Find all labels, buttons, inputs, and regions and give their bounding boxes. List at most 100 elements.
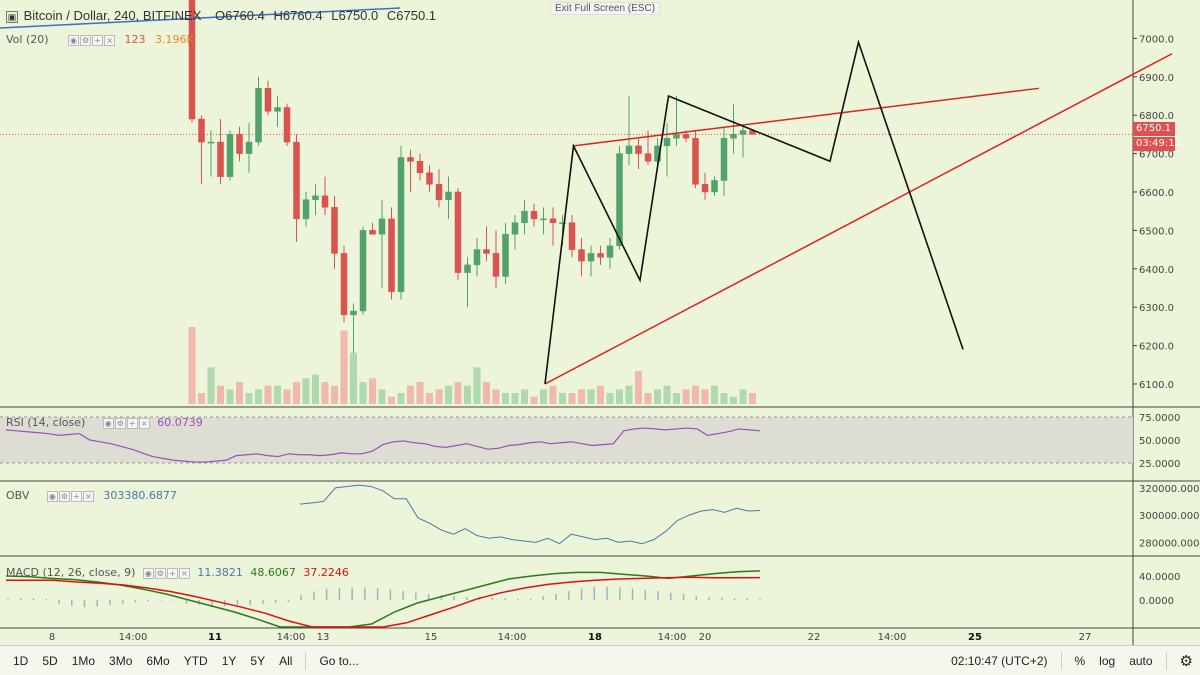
legend-settings-icon[interactable]: ⚙ — [80, 34, 92, 46]
volume-bar — [711, 385, 718, 404]
time-tick-label: 27 — [1079, 632, 1092, 643]
range-3mo-button[interactable]: 3Mo — [109, 653, 133, 668]
volume-bar — [473, 367, 481, 404]
candle-body — [644, 153, 652, 162]
volume-bar — [521, 389, 528, 404]
volume-bar — [749, 393, 756, 404]
obv-axis-280k: 280000.0000 — [1139, 538, 1200, 549]
candle-body — [606, 245, 614, 258]
legend-close-icon[interactable]: × — [178, 567, 190, 579]
range-5d-button[interactable]: 5D — [42, 653, 58, 668]
volume-bar — [359, 382, 367, 404]
candle-body — [492, 253, 500, 277]
volume-bar — [739, 389, 747, 404]
time-tick-label: 14:00 — [498, 632, 527, 643]
range-all-button[interactable]: All — [279, 653, 293, 668]
macd-axis-40: 40.0000 — [1139, 572, 1180, 583]
candle-body — [502, 233, 509, 277]
volume-bar — [369, 378, 376, 404]
volume-bar — [625, 385, 633, 404]
collapse-icon[interactable]: ▣ — [6, 10, 18, 23]
volume-bar — [283, 389, 291, 404]
legend-close-icon[interactable]: × — [104, 34, 116, 46]
macd-signal-value: 48.6067 — [250, 566, 296, 579]
candle-body — [654, 145, 661, 162]
volume-bar — [502, 393, 509, 404]
candle-body — [255, 88, 262, 143]
volume-bar — [388, 396, 395, 404]
price-tick-label: 6100.0 — [1139, 380, 1174, 391]
volume-legend: Vol (20) ◉ ⚙ + × 123 3.196K — [6, 33, 194, 46]
percent-scale-button[interactable]: % — [1074, 653, 1086, 668]
volume-bar — [692, 385, 699, 404]
obv-label: OBV — [6, 489, 30, 502]
ohlc-low: L6750.0 — [331, 8, 379, 23]
volume-bar — [321, 382, 329, 404]
candle-body — [226, 134, 234, 177]
trendline-upper — [573, 87, 1040, 147]
volume-bar — [559, 393, 566, 404]
price-tick-label: 6500.0 — [1139, 226, 1174, 237]
goto-button[interactable]: Go to... — [319, 653, 359, 668]
legend-eye-icon[interactable]: ◉ — [68, 34, 80, 46]
macd-hist-value: 37.2246 — [303, 566, 349, 579]
legend-add-icon[interactable]: + — [126, 417, 138, 429]
candle-body — [188, 0, 196, 120]
log-scale-button[interactable]: log — [1099, 653, 1116, 668]
legend-eye-icon[interactable]: ◉ — [142, 567, 154, 579]
candle-body — [673, 134, 680, 139]
range-1d-button[interactable]: 1D — [13, 653, 29, 668]
range-1y-button[interactable]: 1Y — [221, 653, 237, 668]
legend-add-icon[interactable]: + — [92, 34, 104, 46]
range-1mo-button[interactable]: 1Mo — [71, 653, 96, 668]
candle-body — [663, 137, 671, 147]
legend-eye-icon[interactable]: ◉ — [46, 490, 58, 502]
candle-body — [397, 157, 405, 293]
settings-gear-icon[interactable]: ⚙ — [1179, 652, 1193, 670]
pattern-zigzag — [544, 39, 964, 385]
volume-bar — [492, 389, 500, 404]
candle-body — [264, 88, 272, 112]
legend-close-icon[interactable]: × — [138, 417, 150, 429]
obv-value: 303380.6877 — [103, 489, 177, 502]
range-5y-button[interactable]: 5Y — [250, 653, 266, 668]
candle-body — [711, 180, 718, 193]
candle-body — [511, 222, 519, 235]
last-price-value: 6750.1 — [1136, 123, 1171, 134]
legend-add-icon[interactable]: + — [166, 567, 178, 579]
toolbar-divider — [1165, 651, 1167, 670]
legend-settings-icon[interactable]: ⚙ — [114, 417, 126, 429]
volume-bar — [701, 389, 709, 404]
obv-legend: OBV ◉ ⚙ + × 303380.6877 — [6, 489, 177, 502]
time-tick-label: 25 — [968, 632, 982, 643]
legend-settings-icon[interactable]: ⚙ — [154, 567, 166, 579]
timezone-clock[interactable]: 02:10:47 (UTC+2) — [951, 653, 1048, 668]
legend-close-icon[interactable]: × — [82, 490, 94, 502]
candle-body — [426, 172, 433, 185]
volume-bar — [549, 385, 557, 404]
exit-fullscreen-button[interactable]: Exit Full Screen (ESC) — [550, 2, 661, 15]
volume-value: 123 — [124, 33, 146, 46]
rsi-band — [0, 417, 1133, 463]
candle-body — [321, 195, 329, 208]
volume-bar — [274, 385, 281, 404]
candle-body — [302, 199, 310, 220]
obv-axis-300k: 300000.0000 — [1139, 511, 1200, 522]
candle-body — [236, 134, 243, 154]
auto-scale-button[interactable]: auto — [1129, 653, 1153, 668]
range-6mo-button[interactable]: 6Mo — [146, 653, 170, 668]
legend-settings-icon[interactable]: ⚙ — [58, 490, 70, 502]
rsi-axis-50: 50.0000 — [1139, 436, 1180, 447]
trendline-lower — [544, 53, 1173, 385]
time-tick-label: 13 — [317, 632, 330, 643]
legend-eye-icon[interactable]: ◉ — [102, 417, 114, 429]
volume-bar — [207, 367, 215, 404]
volume-bar — [663, 385, 671, 404]
volume-ma-value: 3.196K — [155, 33, 194, 46]
volume-bar — [226, 389, 234, 404]
legend-add-icon[interactable]: + — [70, 490, 82, 502]
range-ytd-button[interactable]: YTD — [183, 653, 208, 668]
volume-bar — [644, 393, 652, 404]
volume-bar — [597, 385, 604, 404]
